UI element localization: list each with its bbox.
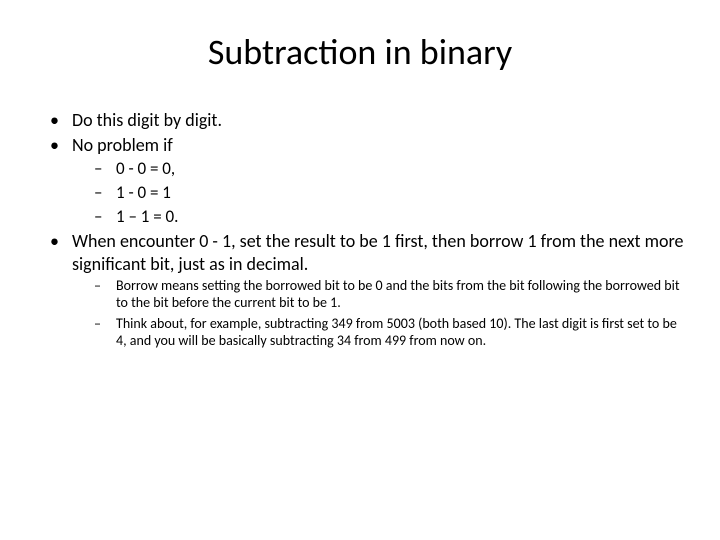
sub-item: 0 - 0 = 0, — [94, 158, 690, 180]
sub-item: Borrow means setting the borrowed bit to… — [94, 277, 690, 312]
slide-container: Subtraction in binary Do this digit by d… — [0, 0, 720, 540]
slide-title: Subtraction in binary — [30, 30, 690, 74]
sub-item: 1 – 1 = 0. — [94, 206, 690, 228]
sub-list-small: Borrow means setting the borrowed bit to… — [72, 277, 690, 350]
bullet-item: No problem if 0 - 0 = 0, 1 - 0 = 1 1 – 1… — [50, 134, 690, 228]
sub-item: 1 - 0 = 1 — [94, 182, 690, 204]
bullet-list: Do this digit by digit. No problem if 0 … — [30, 109, 690, 350]
sub-item: Think about, for example, subtracting 34… — [94, 315, 690, 350]
bullet-item: When encounter 0 - 1, set the result to … — [50, 230, 690, 350]
sub-list: 0 - 0 = 0, 1 - 0 = 1 1 – 1 = 0. — [72, 158, 690, 228]
bullet-item: Do this digit by digit. — [50, 109, 690, 132]
bullet-text: Do this digit by digit. — [72, 109, 222, 131]
bullet-text: No problem if — [72, 134, 173, 156]
bullet-text: When encounter 0 - 1, set the result to … — [72, 230, 684, 275]
